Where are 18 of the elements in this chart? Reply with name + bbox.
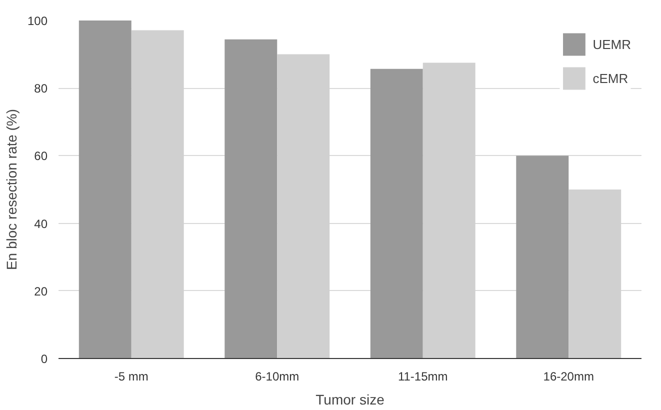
y-tick-label: 20 (34, 284, 48, 298)
x-tick-label: 11-15mm (398, 370, 448, 384)
y-tick-label: 40 (34, 216, 48, 231)
y-tick-label: 60 (34, 149, 48, 164)
bar (516, 156, 569, 358)
bar (370, 68, 423, 358)
bar (78, 20, 132, 358)
x-tick-label: 6-10mm (255, 370, 300, 384)
x-tick-label: -5 mm (114, 370, 148, 384)
y-tick-label: 100 (27, 14, 48, 28)
bar (224, 39, 278, 358)
legend-label: cEMR (592, 70, 628, 86)
x-tick-label: 16-20mm (543, 370, 594, 384)
y-axis-title: En bloc resection rate (%) (3, 108, 20, 270)
y-tick-label: 0 (40, 352, 48, 366)
y-tick-label: 80 (34, 82, 48, 96)
x-axis-title: Tumor size (316, 392, 385, 408)
legend-label: UEMR (592, 36, 631, 52)
